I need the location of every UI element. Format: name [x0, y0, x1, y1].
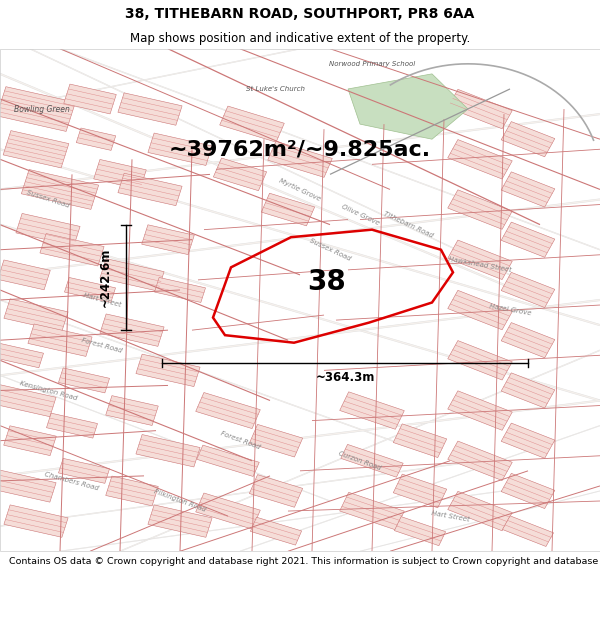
Text: Forest Road: Forest Road [219, 431, 261, 451]
Polygon shape [4, 299, 68, 331]
Text: Hart Street: Hart Street [430, 510, 470, 522]
Polygon shape [448, 391, 512, 430]
Polygon shape [214, 158, 266, 191]
Polygon shape [502, 516, 554, 546]
Polygon shape [3, 131, 69, 168]
Polygon shape [262, 193, 314, 226]
Text: Kensington Road: Kensington Road [19, 380, 77, 401]
Polygon shape [4, 426, 56, 456]
Polygon shape [448, 139, 512, 179]
Text: Hart Street: Hart Street [83, 292, 121, 308]
Text: Curzon Road: Curzon Road [338, 451, 382, 471]
Polygon shape [393, 424, 447, 458]
Text: Olive Grove: Olive Grove [340, 203, 380, 226]
Polygon shape [0, 342, 44, 367]
Polygon shape [501, 222, 555, 258]
Text: Tithebarn Road: Tithebarn Road [382, 211, 434, 239]
Polygon shape [118, 173, 182, 206]
Polygon shape [46, 413, 98, 438]
Text: Contains OS data © Crown copyright and database right 2021. This information is : Contains OS data © Crown copyright and d… [9, 557, 600, 566]
Polygon shape [501, 322, 555, 357]
Polygon shape [250, 474, 302, 508]
Polygon shape [64, 278, 116, 302]
Polygon shape [142, 225, 194, 254]
Polygon shape [393, 474, 447, 508]
Polygon shape [448, 491, 512, 531]
Polygon shape [448, 89, 512, 129]
Polygon shape [220, 106, 284, 142]
Polygon shape [501, 172, 555, 207]
Polygon shape [394, 517, 446, 546]
Polygon shape [268, 141, 332, 177]
Polygon shape [250, 424, 302, 457]
Polygon shape [100, 314, 164, 346]
Text: ~39762m²/~9.825ac.: ~39762m²/~9.825ac. [169, 139, 431, 159]
Polygon shape [106, 396, 158, 426]
Polygon shape [340, 392, 404, 429]
Polygon shape [58, 458, 110, 483]
Polygon shape [136, 434, 200, 467]
Polygon shape [250, 518, 302, 545]
Text: Norwood Primary School: Norwood Primary School [329, 61, 415, 67]
Polygon shape [448, 240, 512, 279]
Polygon shape [197, 445, 259, 476]
Text: Sussex Road: Sussex Road [26, 190, 70, 209]
Polygon shape [448, 190, 512, 229]
Polygon shape [106, 476, 158, 506]
Text: Sussex Road: Sussex Road [308, 238, 352, 262]
Text: Pilkington Road: Pilkington Road [153, 489, 207, 513]
Polygon shape [100, 259, 164, 291]
Polygon shape [76, 128, 116, 151]
Text: Myrtle Grove: Myrtle Grove [278, 177, 322, 202]
Polygon shape [340, 492, 404, 530]
Polygon shape [501, 272, 555, 308]
Text: Chambers Road: Chambers Road [44, 471, 100, 491]
Text: ~242.6m: ~242.6m [98, 248, 112, 307]
Text: ~364.3m: ~364.3m [316, 371, 374, 384]
Text: Map shows position and indicative extent of the property.: Map shows position and indicative extent… [130, 31, 470, 44]
Polygon shape [118, 93, 182, 125]
Polygon shape [22, 169, 98, 209]
Polygon shape [64, 84, 116, 114]
Polygon shape [0, 260, 50, 290]
Polygon shape [0, 384, 56, 417]
Polygon shape [448, 341, 512, 380]
Polygon shape [448, 441, 512, 481]
Polygon shape [94, 159, 146, 189]
Polygon shape [348, 74, 468, 139]
Polygon shape [341, 444, 403, 478]
Polygon shape [40, 234, 104, 266]
Text: Forest Road: Forest Road [81, 337, 123, 354]
Text: Hawkshead Street: Hawkshead Street [448, 256, 512, 273]
Polygon shape [501, 122, 555, 157]
Polygon shape [148, 133, 212, 166]
Polygon shape [501, 423, 555, 458]
Polygon shape [136, 354, 200, 386]
Polygon shape [0, 87, 76, 131]
Polygon shape [148, 505, 212, 538]
Polygon shape [501, 373, 555, 408]
Text: Hazel Grove: Hazel Grove [488, 303, 532, 317]
Polygon shape [16, 214, 80, 246]
Polygon shape [501, 473, 555, 509]
Text: 38: 38 [308, 268, 346, 296]
Polygon shape [58, 368, 110, 393]
Polygon shape [0, 470, 56, 502]
Polygon shape [448, 291, 512, 330]
Text: 38, TITHEBARN ROAD, SOUTHPORT, PR8 6AA: 38, TITHEBARN ROAD, SOUTHPORT, PR8 6AA [125, 7, 475, 21]
Polygon shape [4, 505, 68, 538]
Polygon shape [196, 493, 260, 529]
Text: Bowling Green: Bowling Green [14, 104, 70, 114]
Polygon shape [154, 278, 206, 302]
Text: St Luke's Church: St Luke's Church [247, 86, 305, 92]
Polygon shape [28, 324, 92, 356]
Polygon shape [196, 392, 260, 429]
